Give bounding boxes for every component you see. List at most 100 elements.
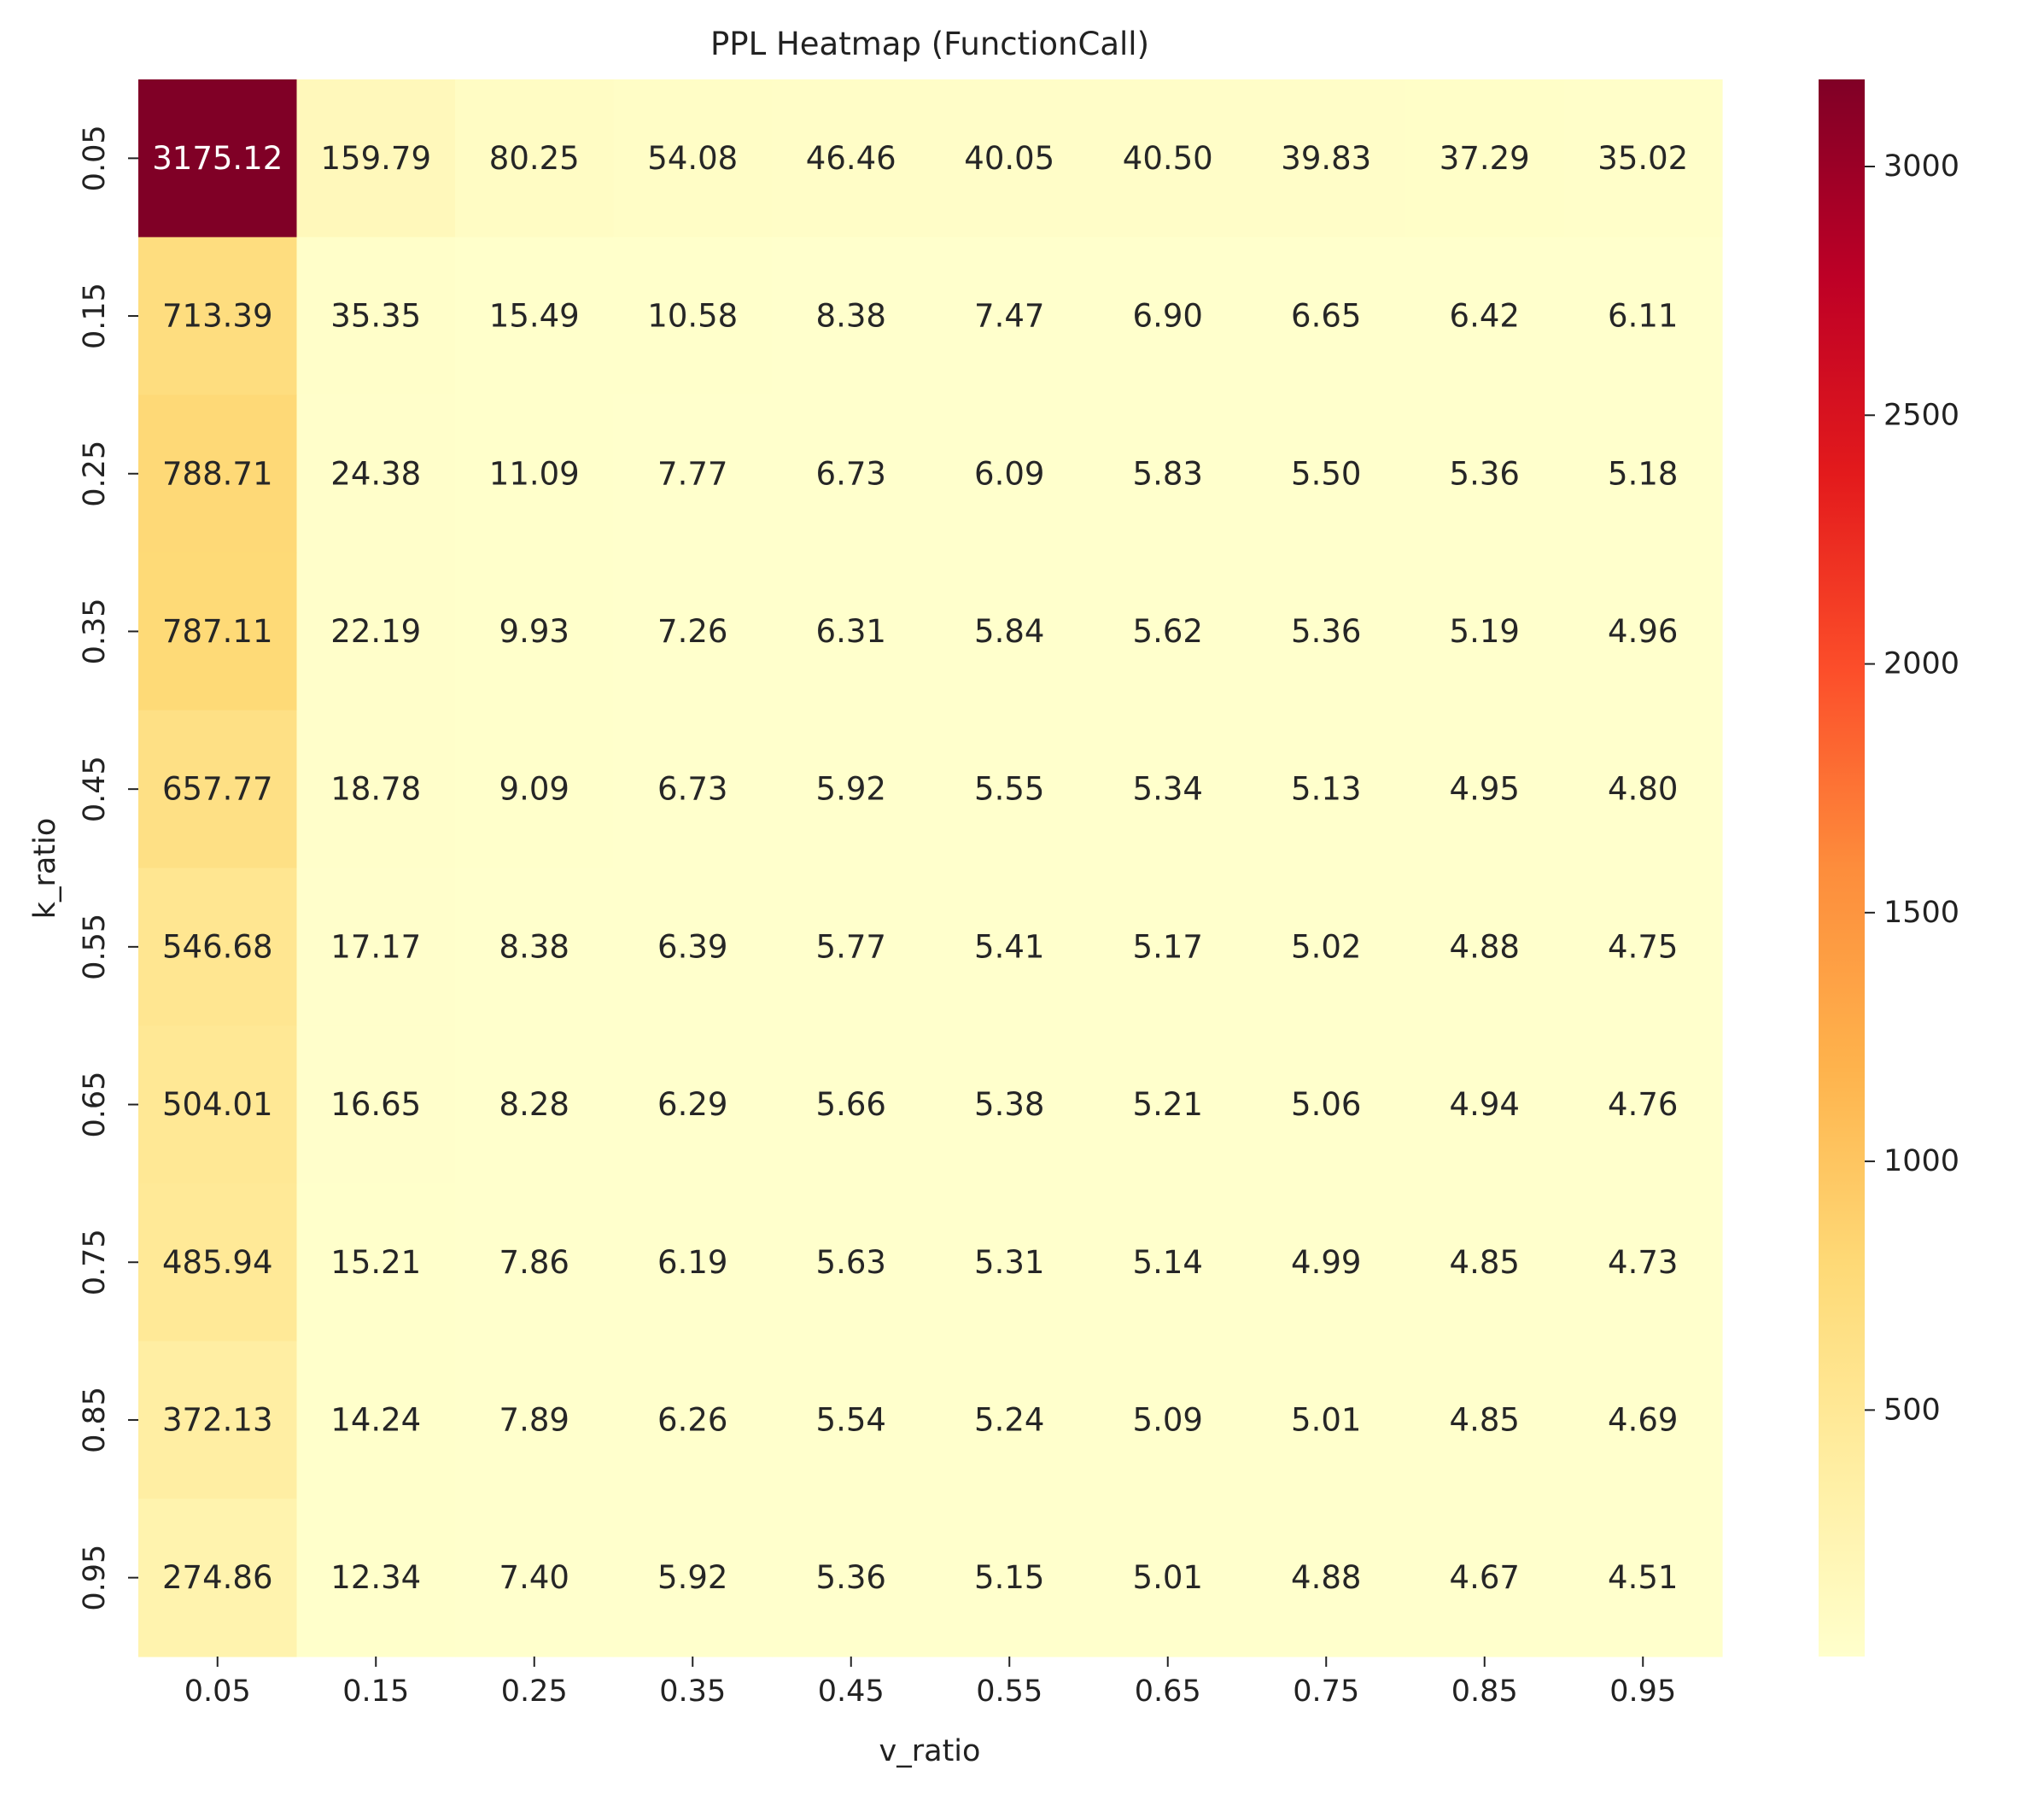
heatmap-cell bbox=[772, 868, 931, 1026]
heatmap-cell bbox=[1563, 868, 1723, 1026]
cell-value-label: 3175.12 bbox=[152, 140, 283, 177]
cell-value-label: 7.77 bbox=[657, 455, 727, 492]
heatmap-cell bbox=[772, 394, 931, 553]
heatmap-cell bbox=[455, 1341, 615, 1499]
heatmap-cell bbox=[1247, 1499, 1406, 1657]
cell-value-label: 713.39 bbox=[162, 298, 272, 335]
cell-value-label: 7.40 bbox=[499, 1559, 569, 1596]
cell-value-label: 22.19 bbox=[330, 613, 421, 650]
heatmap-cell bbox=[1247, 79, 1406, 238]
heatmap-cell bbox=[1089, 868, 1248, 1026]
y-tick-label: 0.05 bbox=[78, 125, 112, 191]
colorbar bbox=[1819, 79, 1865, 1657]
y-tick-label: 0.45 bbox=[78, 756, 112, 822]
x-tick-label: 0.55 bbox=[976, 1674, 1042, 1709]
heatmap-cell bbox=[296, 394, 456, 553]
x-tick-label: 0.85 bbox=[1451, 1674, 1518, 1709]
heatmap-cell bbox=[613, 1026, 773, 1184]
heatmap-cell bbox=[930, 237, 1089, 395]
heatmap-cell bbox=[1089, 1183, 1248, 1342]
cell-value-label: 5.06 bbox=[1291, 1086, 1361, 1123]
cell-value-label: 4.99 bbox=[1291, 1244, 1361, 1281]
cell-value-label: 5.13 bbox=[1291, 771, 1361, 808]
cell-value-label: 40.05 bbox=[964, 140, 1054, 177]
heatmap-cell bbox=[138, 1026, 298, 1184]
x-tick-label: 0.15 bbox=[342, 1674, 409, 1709]
heatmap-cell bbox=[296, 868, 456, 1026]
heatmap-cell bbox=[613, 1341, 773, 1499]
cell-value-label: 7.47 bbox=[974, 298, 1044, 335]
heatmap-cell bbox=[138, 79, 298, 238]
heatmap-cell bbox=[1405, 1499, 1565, 1657]
heatmap-cell bbox=[296, 1341, 456, 1499]
heatmap-cell bbox=[930, 79, 1089, 238]
heatmap-cell bbox=[138, 1341, 298, 1499]
cell-value-label: 5.36 bbox=[1291, 613, 1361, 650]
y-tick-label: 0.15 bbox=[78, 283, 112, 349]
heatmap-cell bbox=[1089, 237, 1248, 395]
cell-value-label: 4.96 bbox=[1608, 613, 1678, 650]
heatmap-cell bbox=[930, 1183, 1089, 1342]
heatmap-cell bbox=[1405, 1026, 1565, 1184]
heatmap-cell bbox=[772, 1499, 931, 1657]
heatmap-cell bbox=[138, 710, 298, 869]
cell-value-label: 18.78 bbox=[330, 771, 421, 808]
cell-value-label: 15.21 bbox=[330, 1244, 421, 1281]
cell-value-label: 8.38 bbox=[499, 928, 569, 965]
heatmap-cell bbox=[1405, 710, 1565, 869]
cell-value-label: 8.38 bbox=[816, 298, 886, 335]
cell-value-label: 4.75 bbox=[1608, 928, 1678, 965]
cell-value-label: 8.28 bbox=[499, 1086, 569, 1123]
y-tick-label: 0.35 bbox=[78, 598, 112, 664]
cell-value-label: 5.41 bbox=[974, 928, 1044, 965]
y-tick-label: 0.65 bbox=[78, 1072, 112, 1138]
heatmap-cell bbox=[930, 394, 1089, 553]
cell-value-label: 16.65 bbox=[330, 1086, 421, 1123]
heatmap-cell bbox=[1563, 1341, 1723, 1499]
heatmap-cell bbox=[930, 552, 1089, 711]
heatmap-cell bbox=[296, 1183, 456, 1342]
cell-value-label: 5.15 bbox=[974, 1559, 1044, 1596]
heatmap-cell bbox=[930, 1341, 1089, 1499]
heatmap-cell bbox=[1405, 237, 1565, 395]
heatmap-cell bbox=[296, 237, 456, 395]
cell-value-label: 6.26 bbox=[657, 1401, 727, 1438]
cell-value-label: 788.71 bbox=[162, 455, 272, 492]
heatmap-cell bbox=[296, 79, 456, 238]
heatmap-cell bbox=[1247, 1341, 1406, 1499]
cell-value-label: 4.73 bbox=[1608, 1244, 1678, 1281]
heatmap-cell bbox=[1563, 710, 1723, 869]
cell-value-label: 5.92 bbox=[657, 1559, 727, 1596]
cell-value-label: 17.17 bbox=[330, 928, 421, 965]
cell-value-label: 12.34 bbox=[330, 1559, 421, 1596]
heatmap-cell bbox=[296, 710, 456, 869]
cell-value-label: 5.24 bbox=[974, 1401, 1044, 1438]
heatmap-cell bbox=[455, 710, 615, 869]
cell-value-label: 4.69 bbox=[1608, 1401, 1678, 1438]
colorbar-tick-label: 2500 bbox=[1883, 398, 1959, 432]
heatmap-cell bbox=[772, 710, 931, 869]
heatmap-cell bbox=[930, 1026, 1089, 1184]
cell-value-label: 5.09 bbox=[1133, 1401, 1203, 1438]
heatmap-cells bbox=[138, 79, 1723, 1657]
heatmap-cell bbox=[1247, 710, 1406, 869]
cell-value-label: 6.29 bbox=[657, 1086, 727, 1123]
x-tick-label: 0.35 bbox=[659, 1674, 726, 1709]
colorbar-ticks: 500 1000 1500 2000 2500 3000 bbox=[1865, 149, 1959, 1427]
cell-value-label: 39.83 bbox=[1281, 140, 1371, 177]
cell-value-label: 10.58 bbox=[647, 298, 738, 335]
cell-value-label: 5.62 bbox=[1133, 613, 1203, 650]
cell-value-label: 5.55 bbox=[974, 771, 1044, 808]
chart-title: PPL Heatmap (FunctionCall) bbox=[710, 26, 1149, 62]
cell-value-label: 9.93 bbox=[499, 613, 569, 650]
cell-value-label: 6.65 bbox=[1291, 298, 1361, 335]
heatmap-cell bbox=[1405, 552, 1565, 711]
heatmap-cell bbox=[772, 79, 931, 238]
cell-value-label: 6.09 bbox=[974, 455, 1044, 492]
cell-value-label: 6.73 bbox=[657, 771, 727, 808]
cell-value-label: 546.68 bbox=[162, 928, 272, 965]
heatmap-cell bbox=[1405, 1341, 1565, 1499]
cell-value-label: 5.34 bbox=[1133, 771, 1203, 808]
cell-value-label: 4.88 bbox=[1450, 928, 1520, 965]
heatmap-cell bbox=[930, 868, 1089, 1026]
